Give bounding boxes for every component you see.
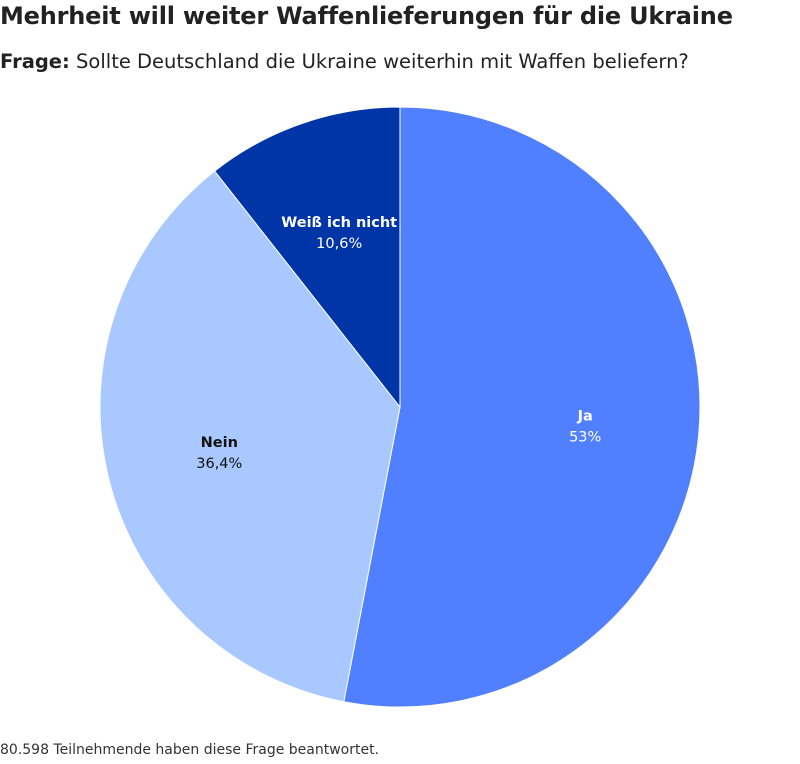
slice-value-weiss-ich-nicht: 10,6% — [316, 236, 362, 252]
question-subtitle: Frage: Sollte Deutschland die Ukraine we… — [0, 50, 689, 73]
question-label: Frage: — [0, 50, 70, 73]
pie-slice-nein — [99, 170, 401, 703]
slice-label-nein: Nein — [201, 435, 238, 451]
slice-value-ja: 53% — [569, 430, 601, 446]
pie-slice-ja — [343, 106, 701, 708]
respondent-count-note: 80.598 Teilnehmende haben diese Frage be… — [0, 742, 380, 758]
slice-label-weiss-ich-nicht: Weiß ich nicht — [281, 215, 397, 231]
question-text: Sollte Deutschland die Ukraine weiterhin… — [76, 50, 689, 73]
slice-value-nein: 36,4% — [196, 456, 242, 472]
chart-title: Mehrheit will weiter Waffenlieferungen f… — [0, 2, 733, 30]
pie-slice-weiss-ich-nicht — [214, 106, 401, 408]
slice-label-ja: Ja — [577, 409, 593, 425]
